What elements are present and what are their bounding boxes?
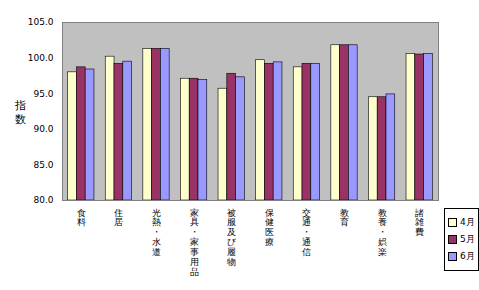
html-text:6月: 6月 xyxy=(460,251,475,261)
svg-text:諸雑費: 諸雑費 xyxy=(415,208,424,238)
html-text:5月: 5月 xyxy=(460,234,475,244)
svg-text:100.0: 100.0 xyxy=(28,53,54,63)
svg-text:食料: 食料 xyxy=(77,208,86,228)
svg-text:保健医療: 保健医療 xyxy=(265,208,274,248)
html-text:4月: 4月 xyxy=(460,217,475,227)
svg-text:教育: 教育 xyxy=(340,208,349,228)
svg-text:交通・通信: 交通・通信 xyxy=(302,208,311,258)
svg-text:80.0: 80.0 xyxy=(33,195,53,205)
svg-text:住居: 住居 xyxy=(114,208,123,228)
svg-text:指数: 指数 xyxy=(14,99,26,126)
svg-text:家具・家事用品: 家具・家事用品 xyxy=(190,208,199,277)
svg-text:95.0: 95.0 xyxy=(33,89,53,99)
svg-text:光熱・水道: 光熱・水道 xyxy=(152,208,161,258)
svg-text:90.0: 90.0 xyxy=(33,124,53,134)
svg-text:85.0: 85.0 xyxy=(33,160,53,170)
svg-text:被服及び履物: 被服及び履物 xyxy=(227,208,237,267)
svg-text:105.0: 105.0 xyxy=(28,17,54,27)
svg-text:教養・娯楽: 教養・娯楽 xyxy=(378,208,387,258)
